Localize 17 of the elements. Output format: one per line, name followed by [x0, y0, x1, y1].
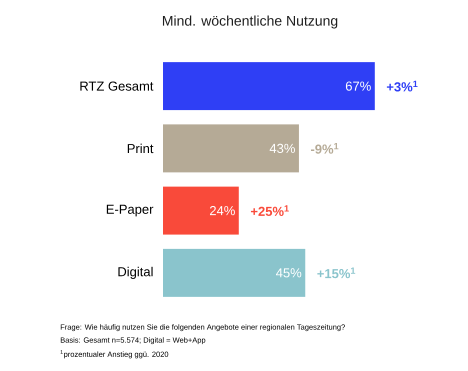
annotation: +15%$^{1}$ — [317, 267, 356, 278]
y-tick-label: Digital — [118, 266, 153, 279]
data-label: 43% — [270, 144, 295, 153]
y-tick-label: E-Paper — [106, 204, 154, 216]
data-label: 45% — [276, 268, 302, 278]
y-tick-label: Print — [128, 144, 154, 154]
bar — [163, 248, 306, 297]
bar — [163, 62, 375, 110]
bar — [163, 124, 299, 172]
data-label: 67% — [346, 82, 371, 91]
data-label: 24% — [210, 206, 235, 216]
annotation: +25%$^{1}$ — [250, 205, 289, 216]
annotation: -9%$^{1}$ — [310, 143, 338, 154]
y-tick-label: RTZ Gesamt — [80, 82, 154, 91]
annotation: +3%$^{1}$ — [386, 80, 418, 92]
chart-title: Mind. wöchentliche Nutzung — [162, 15, 338, 29]
bar — [163, 186, 239, 235]
